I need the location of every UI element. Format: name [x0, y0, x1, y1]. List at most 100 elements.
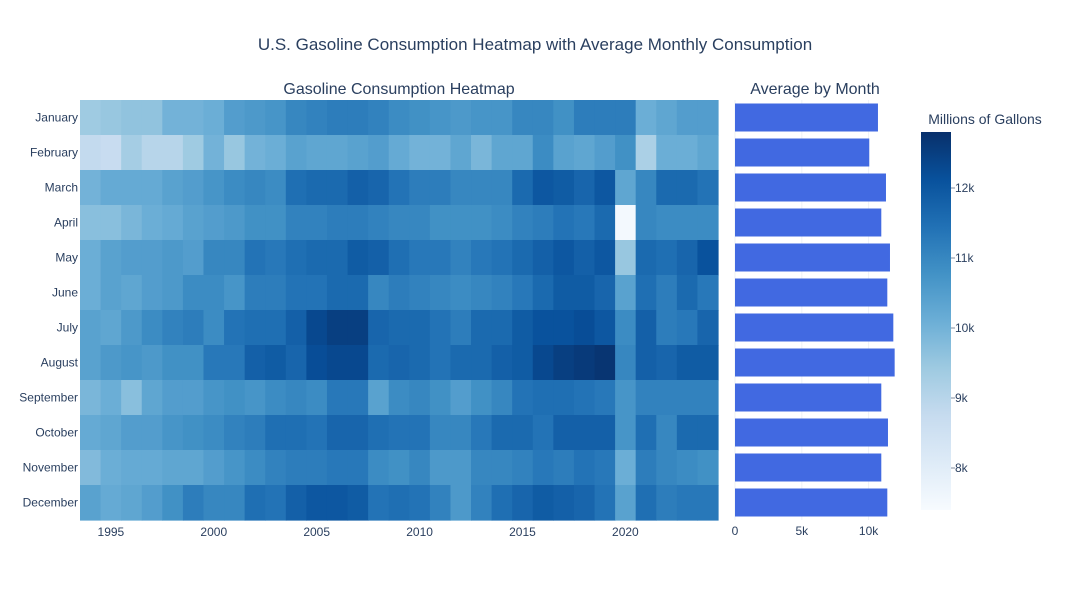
heatmap-cell [429, 275, 452, 311]
heatmap-cell [265, 135, 287, 171]
heatmap-cell [203, 485, 225, 521]
colorbar-tick-label: 12k [955, 181, 975, 195]
heatmap-cell [141, 345, 163, 381]
heatmap-cell [285, 345, 307, 381]
heatmap-cell [244, 170, 266, 206]
heatmap-cell [347, 380, 369, 416]
heatmap-cell [409, 170, 431, 206]
heatmap-cell [182, 240, 205, 276]
heatmap-y-tick-label: January [35, 111, 78, 125]
heatmap-cell [512, 380, 534, 416]
heatmap-cell [594, 135, 616, 171]
heatmap-cell [285, 310, 307, 346]
heatmap-cell [512, 205, 534, 241]
heatmap-cell [347, 450, 369, 486]
heatmap-cell [244, 135, 266, 171]
heatmap-cell [532, 485, 554, 521]
heatmap-cell [80, 275, 102, 311]
heatmap-cell [697, 345, 719, 381]
heatmap-cell [656, 240, 678, 276]
heatmap-cell [615, 380, 637, 416]
heatmap-cell [306, 415, 328, 451]
bar-x-tick-label: 0 [732, 524, 739, 538]
heatmap-cell [697, 205, 719, 241]
bar-february [735, 138, 870, 167]
heatmap-cell [347, 135, 369, 171]
heatmap-cell [203, 380, 225, 416]
heatmap-cell [491, 275, 513, 311]
heatmap-cell [553, 380, 575, 416]
heatmap-cell [635, 100, 657, 136]
heatmap-cell [141, 485, 163, 521]
heatmap-cell [368, 380, 390, 416]
heatmap-cell [285, 380, 307, 416]
heatmap-cell [141, 100, 163, 136]
heatmap-cell [594, 275, 616, 311]
heatmap-cell [676, 205, 699, 241]
heatmap-cell [429, 205, 452, 241]
heatmap-cell [326, 485, 349, 521]
heatmap-cell [224, 240, 246, 276]
bar-november [735, 453, 882, 482]
heatmap-cell [244, 275, 266, 311]
heatmap-cell [532, 170, 554, 206]
heatmap-cell [121, 240, 143, 276]
heatmap-y-tick-label: December [23, 496, 78, 510]
heatmap-cell [141, 135, 163, 171]
heatmap-cell [532, 240, 554, 276]
heatmap-cell [491, 205, 513, 241]
heatmap-cell [635, 170, 657, 206]
heatmap-cell [244, 450, 266, 486]
bar-x-tick-label: 5k [795, 524, 809, 538]
heatmap-cell [203, 345, 225, 381]
heatmap-cell [635, 450, 657, 486]
heatmap-y-axis: January February March April May June July Augu… [19, 111, 78, 510]
heatmap-cell [326, 100, 349, 136]
heatmap-cell [450, 310, 472, 346]
heatmap-cell [553, 100, 575, 136]
heatmap-cell [429, 135, 452, 171]
heatmap-cell [697, 170, 719, 206]
heatmap-cell [615, 345, 637, 381]
heatmap-cell [141, 415, 163, 451]
heatmap-cell [594, 380, 616, 416]
heatmap-cell [512, 345, 534, 381]
heatmap-y-tick-label: August [41, 356, 79, 370]
heatmap-cell [429, 380, 452, 416]
heatmap-cell [697, 135, 719, 171]
heatmap-cell [285, 100, 307, 136]
heatmap-cell [80, 135, 102, 171]
heatmap-cell [635, 345, 657, 381]
heatmap-cell [162, 135, 184, 171]
heatmap-cell [450, 415, 472, 451]
heatmap-cell [573, 380, 596, 416]
heatmap-cell [450, 450, 472, 486]
heatmap-cell [80, 310, 102, 346]
heatmap-cell [388, 450, 410, 486]
heatmap-cell [512, 275, 534, 311]
heatmap-cell [471, 100, 493, 136]
heatmap-cell [594, 240, 616, 276]
heatmap-cell [368, 450, 390, 486]
heatmap-cell [697, 450, 719, 486]
heatmap-cell [100, 450, 122, 486]
heatmap-cell [471, 485, 493, 521]
heatmap-cell [532, 205, 554, 241]
heatmap-cell [388, 170, 410, 206]
heatmap-cell [100, 170, 122, 206]
heatmap-cell [285, 240, 307, 276]
heatmap-cell [224, 170, 246, 206]
bar-april [735, 208, 882, 237]
heatmap-cell [512, 135, 534, 171]
heatmap-cell [512, 100, 534, 136]
heatmap-cell [615, 310, 637, 346]
heatmap-cell [203, 415, 225, 451]
heatmap-x-axis: 1995 2000 2005 2010 2015 2020 [98, 525, 640, 539]
heatmap-cell [450, 240, 472, 276]
heatmap-x-tick-label: 2005 [303, 525, 330, 539]
heatmap-cell [429, 415, 452, 451]
heatmap-cell [512, 450, 534, 486]
heatmap-cell [265, 310, 287, 346]
colorbar-ticks: 8k 9k 10k 11k 12k [951, 181, 975, 475]
